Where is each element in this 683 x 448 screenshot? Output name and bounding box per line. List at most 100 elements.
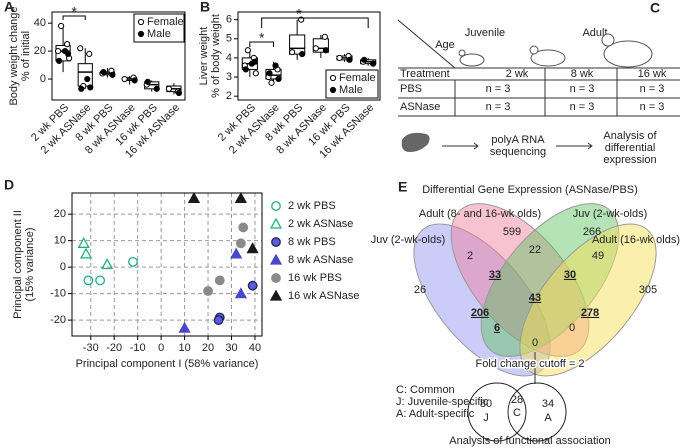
significance-mark: * (71, 4, 77, 20)
data-point (203, 286, 213, 296)
y-tick-label: 4 (226, 52, 232, 64)
flow-arrows (442, 142, 593, 150)
legend-marker (329, 74, 337, 82)
adult-label: Adult (582, 27, 607, 39)
y-tick-label: 2 (226, 90, 232, 102)
venn-title: Differential Gene Expression (ASNase/PBS… (422, 184, 638, 196)
significance-bracket (249, 41, 274, 47)
significance-mark: * (259, 30, 265, 46)
legend-label: 8 wk PBS (288, 236, 336, 248)
legend-marker (271, 201, 281, 211)
venn-circle (507, 382, 567, 442)
region-count: 2 (467, 250, 473, 262)
y-tick-label: 0 (60, 261, 66, 273)
cell: n = 3 (640, 101, 665, 113)
data-point (336, 54, 343, 62)
panel-label: D (4, 177, 14, 193)
panel-label: A (4, 0, 14, 15)
y-tick-label: 20 (54, 208, 66, 220)
region-count: 26 (414, 284, 426, 296)
region-count: 22 (529, 244, 541, 256)
data-point (95, 275, 106, 286)
data-point (361, 56, 368, 63)
data-point (322, 47, 329, 54)
y-axis-label: Body weight change (8, 6, 20, 105)
table-dividers (454, 68, 618, 116)
data-point (289, 49, 296, 56)
x-axis-label: Principal component I (58% variance) (76, 358, 259, 370)
legend-marker (269, 217, 283, 229)
y-tick-label: 40 (34, 17, 46, 29)
region-count: 599 (503, 226, 521, 238)
data-point (346, 56, 353, 63)
y-tick-label: 5 (226, 33, 232, 45)
data-point (54, 48, 62, 55)
data-point (77, 45, 84, 52)
data-point (86, 50, 93, 58)
y-tick-label: 20 (34, 45, 46, 57)
region-count: 0 (569, 322, 575, 334)
y-axis-label: (15% variance) (24, 228, 36, 302)
cutoff-label: Fold change cutoff = 2 (476, 358, 585, 370)
set-letter: J (483, 412, 489, 424)
legend-label: 16 wk PBS (288, 272, 342, 284)
data-point (77, 236, 90, 248)
row-label: PBS (400, 83, 422, 95)
legend-marker (271, 237, 281, 247)
x-tick-label: 30 (225, 342, 237, 354)
data-point (100, 68, 107, 76)
panel-c: C Age Juvenile Adult Treatment 2 wk 8 wk… (397, 0, 680, 166)
legend-marker (271, 273, 281, 283)
set-count: 80 (480, 398, 492, 410)
data-point (61, 48, 69, 55)
step-text: polyA RNA (491, 134, 545, 146)
legend-text: J: Juvenile-specific (396, 396, 489, 408)
data-point (79, 247, 93, 259)
data-point (299, 50, 306, 58)
region-count: 278 (581, 307, 599, 319)
region-count: 6 (494, 322, 500, 334)
data-point (246, 242, 259, 254)
data-point (242, 66, 249, 73)
data-point (370, 60, 377, 67)
data-point (121, 75, 128, 83)
data-point (57, 22, 65, 30)
data-point (63, 41, 71, 48)
significance-mark: * (296, 6, 302, 22)
data-point (55, 57, 63, 64)
plot-frame (51, 11, 186, 101)
y-tick-label: -20 (50, 314, 66, 326)
x-tick-label: -10 (130, 342, 146, 354)
set-label: Adult (16-wk olds) (592, 234, 680, 246)
row-label: ASNase (400, 101, 440, 113)
y-axis-label: % of body weight (210, 14, 222, 98)
data-point (266, 70, 273, 77)
cell: n = 3 (570, 101, 595, 113)
region-count: 206 (471, 307, 489, 319)
y-axis-label: Principal component II (12, 210, 24, 319)
footer-text: Analysis of functional association (449, 435, 610, 447)
data-point (244, 47, 251, 54)
region-count: 33 (489, 269, 501, 281)
data-point (247, 280, 258, 291)
data-point (248, 60, 255, 67)
data-point (165, 85, 173, 92)
data-point (153, 85, 160, 92)
data-point (214, 275, 225, 286)
x-tick-label: 20 (202, 342, 214, 354)
region-count: 30 (564, 269, 576, 281)
cell: n = 3 (486, 83, 511, 95)
box (265, 68, 282, 80)
box (77, 63, 93, 87)
column-label: 2 wk (506, 68, 529, 80)
significance-bracket (62, 15, 86, 20)
plot-frame (237, 11, 381, 101)
set-count: 28 (511, 394, 523, 406)
data-point (235, 238, 246, 249)
x-tick-label: 0 (158, 342, 164, 354)
legend-text: C: Common (396, 384, 455, 396)
legend-label: 2 wk ASNase (288, 218, 353, 230)
data-point (131, 77, 138, 84)
